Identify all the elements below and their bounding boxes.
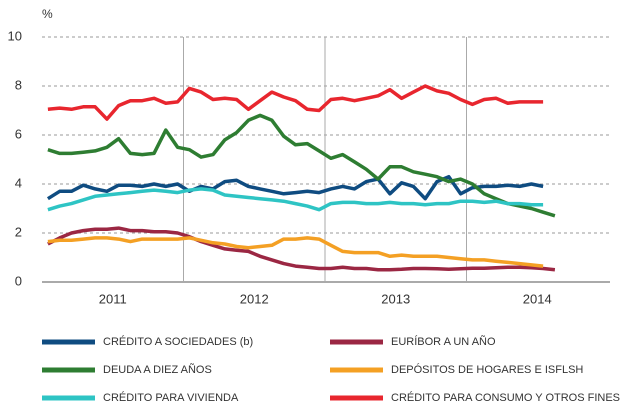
series-line	[47, 84, 544, 121]
legend-label: CRÉDITO A SOCIEDADES (b)	[103, 335, 253, 348]
legend-label: CRÉDITO PARA CONSUMO Y OTROS FINES	[391, 391, 620, 404]
legend-label: DEUDA A DIEZ AÑOS	[103, 363, 212, 376]
x-tick-label: 2013	[381, 291, 410, 306]
y-tick-label: 0	[15, 273, 22, 288]
legend-label: CRÉDITO PARA VIVIENDA	[103, 391, 239, 404]
y-unit: %	[42, 7, 53, 21]
x-tick-label: 2012	[240, 291, 269, 306]
series-line	[47, 187, 544, 212]
series-line	[47, 226, 556, 272]
y-tick-label: 2	[15, 224, 22, 239]
series-line	[47, 113, 556, 218]
x-tick-label: 2014	[523, 291, 552, 306]
legend-label: EURÍBOR A UN AÑO	[391, 335, 496, 348]
y-tick-label: 8	[15, 77, 22, 92]
y-tick-label: 6	[15, 126, 22, 141]
y-tick-label: 4	[15, 175, 22, 190]
legend-label: DEPÓSITOS DE HOGARES E ISFLSH	[391, 363, 583, 376]
y-tick-label: 10	[8, 28, 22, 43]
series-line	[46, 174, 544, 201]
x-tick-label: 2011	[99, 291, 127, 306]
series-line	[47, 236, 544, 268]
